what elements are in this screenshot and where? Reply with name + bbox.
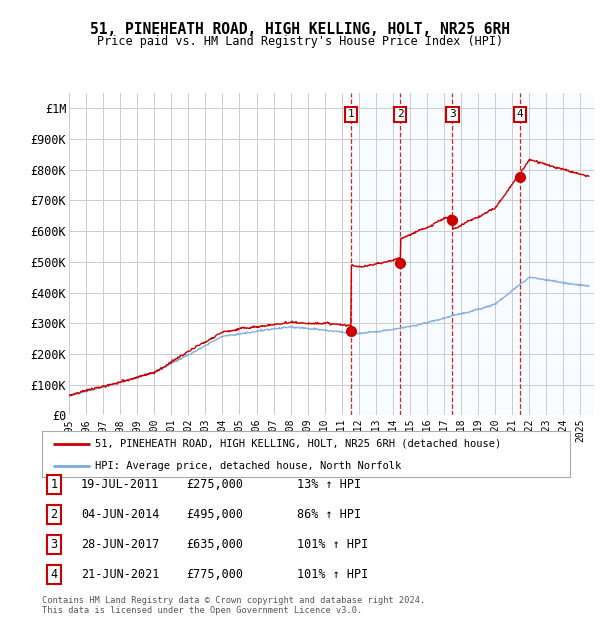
Text: £495,000: £495,000	[186, 508, 243, 521]
Text: 1: 1	[50, 479, 58, 491]
Text: HPI: Average price, detached house, North Norfolk: HPI: Average price, detached house, Nort…	[95, 461, 401, 471]
Text: Contains HM Land Registry data © Crown copyright and database right 2024.
This d: Contains HM Land Registry data © Crown c…	[42, 596, 425, 615]
Text: 04-JUN-2014: 04-JUN-2014	[81, 508, 160, 521]
Text: 4: 4	[50, 568, 58, 580]
Text: £775,000: £775,000	[186, 568, 243, 580]
Text: 13% ↑ HPI: 13% ↑ HPI	[297, 479, 361, 491]
Text: 3: 3	[50, 538, 58, 551]
Text: 4: 4	[517, 110, 524, 120]
Bar	[400, 93, 452, 415]
Text: 3: 3	[449, 110, 456, 120]
Text: £275,000: £275,000	[186, 479, 243, 491]
Text: 2: 2	[50, 508, 58, 521]
Text: 86% ↑ HPI: 86% ↑ HPI	[297, 508, 361, 521]
Text: 51, PINEHEATH ROAD, HIGH KELLING, HOLT, NR25 6RH: 51, PINEHEATH ROAD, HIGH KELLING, HOLT, …	[90, 22, 510, 37]
Text: 2: 2	[397, 110, 403, 120]
Text: £635,000: £635,000	[186, 538, 243, 551]
Bar	[351, 93, 400, 415]
Text: 19-JUL-2011: 19-JUL-2011	[81, 479, 160, 491]
Text: 28-JUN-2017: 28-JUN-2017	[81, 538, 160, 551]
Text: 1: 1	[347, 110, 355, 120]
Text: 21-JUN-2021: 21-JUN-2021	[81, 568, 160, 580]
Text: 51, PINEHEATH ROAD, HIGH KELLING, HOLT, NR25 6RH (detached house): 51, PINEHEATH ROAD, HIGH KELLING, HOLT, …	[95, 439, 501, 449]
Bar	[520, 93, 594, 415]
Text: 101% ↑ HPI: 101% ↑ HPI	[297, 538, 368, 551]
Text: 101% ↑ HPI: 101% ↑ HPI	[297, 568, 368, 580]
Bar	[452, 93, 520, 415]
Text: Price paid vs. HM Land Registry's House Price Index (HPI): Price paid vs. HM Land Registry's House …	[97, 35, 503, 48]
